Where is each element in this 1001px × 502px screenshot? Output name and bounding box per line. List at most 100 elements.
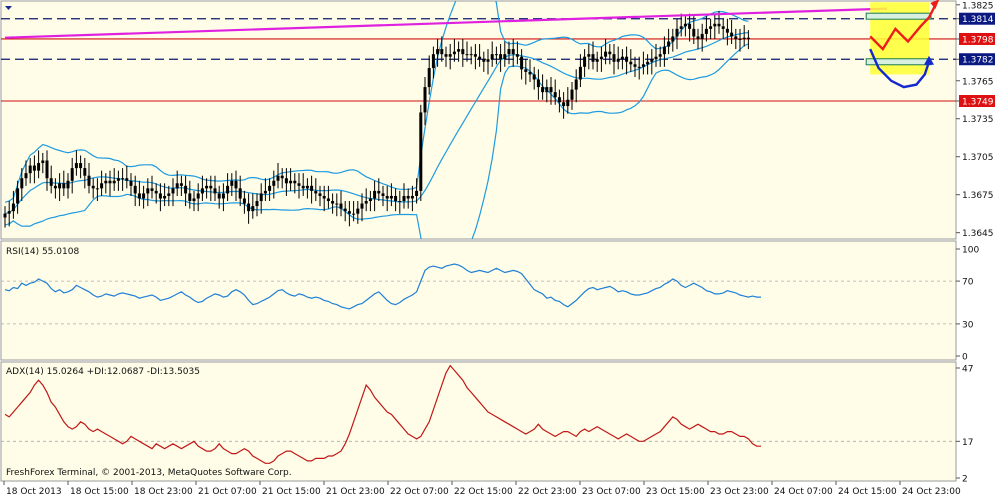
forecast-zone (865, 0, 940, 89)
candle-body (91, 185, 95, 189)
candle-body (318, 193, 322, 196)
x-tick-label: 22 Oct 07:00 (390, 487, 449, 497)
candle-body (683, 23, 687, 27)
candle-body (448, 54, 452, 57)
x-tick-label: 24 Oct 15:00 (838, 487, 897, 497)
candle-body (137, 193, 141, 199)
candle-body (398, 201, 402, 203)
price-panel (0, 0, 957, 240)
candle-body (339, 203, 343, 209)
candle-body (465, 54, 469, 56)
adx-series (1, 364, 956, 464)
price-tag-label: 1.3782 (962, 56, 994, 66)
x-tick-label: 23 Oct 07:00 (582, 487, 641, 497)
price-tag-label: 1.3814 (962, 15, 994, 25)
bollinger-bands (4, 1, 749, 239)
candle-body (16, 188, 20, 204)
candle-body (100, 183, 104, 189)
candle-body (251, 206, 255, 212)
trendline (4, 7, 888, 39)
candle-body (427, 68, 431, 88)
candle-body (591, 54, 595, 62)
candle-body (238, 188, 242, 199)
rsi-series (1, 263, 956, 325)
price-tag (959, 12, 995, 25)
candle-body (742, 37, 746, 39)
rsi-line (4, 263, 761, 310)
candle-body (41, 160, 45, 164)
candle-body (192, 198, 196, 202)
candle-body (196, 193, 200, 199)
candle-body (200, 188, 204, 194)
rsi-label: RSI(14) 55.0108 (6, 247, 79, 257)
candle-body (725, 28, 729, 33)
candle-body (335, 203, 339, 205)
candle-body (478, 56, 482, 60)
candle-body (352, 213, 356, 215)
y-tick-label: 1.3705 (962, 153, 994, 163)
candle-body (402, 195, 406, 202)
candle-body (213, 188, 217, 194)
candle-body (469, 54, 473, 56)
x-tick-label: 22 Oct 15:00 (454, 487, 513, 497)
x-tick-label: 18 Oct 15:00 (70, 487, 129, 497)
candle-body (570, 89, 574, 100)
x-tick-label: 24 Oct 07:00 (774, 487, 833, 497)
candle-body (557, 97, 561, 103)
candle-body (301, 185, 305, 189)
candle-body (7, 211, 11, 214)
candle-body (255, 201, 259, 207)
candle-body (608, 51, 612, 55)
candle-body (436, 49, 440, 55)
candle-body (62, 183, 66, 189)
candle-body (381, 193, 385, 196)
candle-body (360, 203, 364, 209)
candle-body (112, 180, 116, 184)
candle-body (612, 54, 616, 62)
candle-body (58, 183, 62, 189)
x-tick-label: 18 Oct 2013 (6, 487, 62, 497)
candle-body (66, 180, 70, 189)
rsi-tick-label: 100 (962, 246, 979, 256)
candle-body (549, 87, 553, 93)
candle-body (599, 56, 603, 60)
candle-body (276, 175, 280, 181)
candle-body (368, 198, 372, 202)
candle-body (524, 69, 528, 72)
candle-body (326, 198, 330, 202)
candle-body (625, 56, 629, 62)
candle-body (188, 193, 192, 202)
candle-body (553, 92, 557, 98)
candle-body (641, 64, 645, 67)
candle-body (637, 66, 641, 68)
candle-body (104, 180, 108, 184)
candle-body (692, 28, 696, 37)
candle-body (293, 180, 297, 184)
candle-body (133, 185, 137, 194)
candle-body (125, 178, 129, 181)
candle-body (457, 49, 461, 52)
band-lower (4, 43, 749, 239)
candle-body (37, 163, 41, 171)
forecast-marker-top (865, 12, 932, 20)
candle-body (53, 185, 57, 189)
candle-body (654, 56, 658, 60)
candle-body (242, 198, 246, 204)
chart-menu-arrow-icon[interactable] (5, 6, 12, 10)
candle-body (658, 54, 662, 57)
candle-body (461, 49, 465, 55)
candle-body (520, 56, 524, 70)
candle-body (373, 190, 377, 199)
candle-body (545, 87, 549, 93)
x-tick-label: 21 Oct 15:00 (262, 487, 321, 497)
candle-body (247, 203, 251, 212)
candle-body (717, 23, 721, 27)
candle-body (32, 165, 36, 171)
candle-body (734, 36, 738, 39)
candle-body (356, 208, 360, 214)
band-middle (4, 32, 749, 215)
candle-body (511, 49, 515, 55)
candle-body (730, 32, 734, 37)
candle-body (263, 190, 267, 194)
